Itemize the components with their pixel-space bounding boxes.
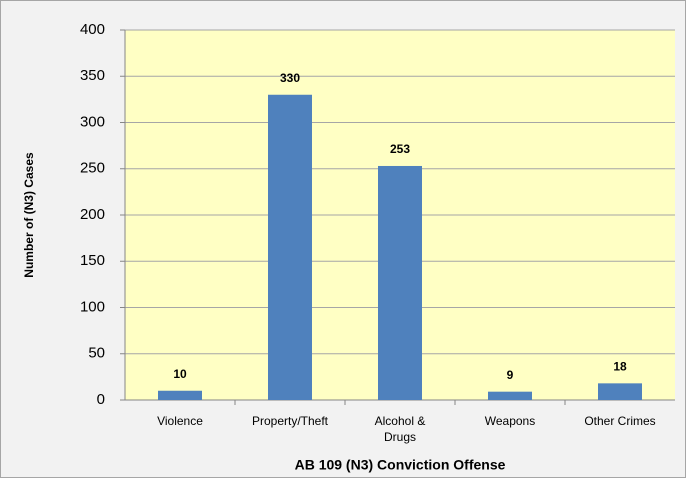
y-tick-label: 0 [97,391,105,408]
y-tick-label: 250 [80,160,105,177]
y-axis-title: Number of (N3) Cases [22,152,36,278]
y-tick-label: 150 [80,252,105,269]
bar [158,390,202,400]
data-label: 253 [390,142,410,156]
data-label: 9 [507,368,514,382]
y-tick-label: 300 [80,113,105,130]
x-axis-title: AB 109 (N3) Conviction Offense [295,457,506,473]
bar [268,94,312,400]
data-label: 10 [173,367,187,381]
x-tick-label: Violence [157,414,203,428]
x-tick-label: Alcohol & Drugs [375,414,426,444]
bar [488,391,532,400]
y-tick-label: 350 [80,67,105,84]
x-tick-label: Other Crimes [584,414,655,428]
x-tick-label: Property/Theft [252,414,329,428]
y-tick-label: 200 [80,206,105,223]
y-tick-label: 50 [88,345,105,362]
y-tick-label: 100 [80,298,105,315]
bar [598,383,642,400]
x-tick-label: Weapons [485,414,535,428]
data-label: 330 [280,71,300,85]
data-label: 18 [613,360,627,374]
bar [378,165,422,400]
y-tick-label: 400 [80,21,105,38]
